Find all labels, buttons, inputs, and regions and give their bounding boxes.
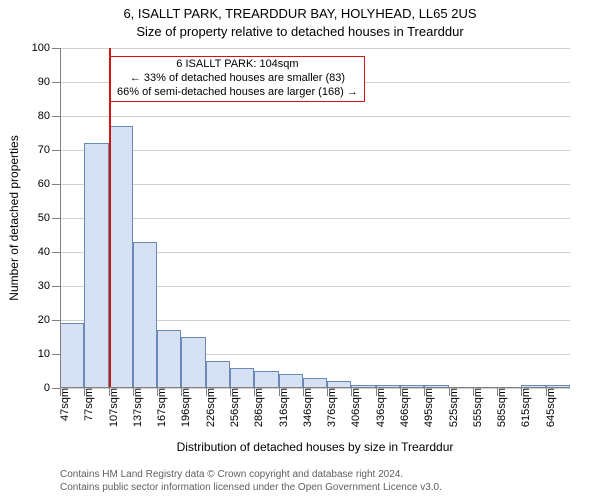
y-tick-label: 50	[38, 212, 60, 224]
chart-area: 010203040506070809010047sqm77sqm107sqm13…	[60, 48, 570, 388]
x-tick-label: 316sqm	[268, 388, 290, 427]
histogram-bar	[109, 126, 133, 388]
histogram-bar	[133, 242, 157, 388]
histogram-bar	[84, 143, 108, 388]
x-tick-label: 555sqm	[462, 388, 484, 427]
histogram-bar	[157, 330, 181, 388]
x-tick-label: 286sqm	[243, 388, 265, 427]
histogram-bar	[181, 337, 205, 388]
x-tick-label: 196sqm	[170, 388, 192, 427]
x-tick-label: 226sqm	[195, 388, 217, 427]
x-tick-label: 495sqm	[413, 388, 435, 427]
x-tick-label: 346sqm	[292, 388, 314, 427]
x-axis	[60, 387, 570, 388]
callout-line: 6 ISALLT PARK: 104sqm	[117, 58, 358, 72]
gridline	[60, 184, 570, 185]
x-tick-label: 436sqm	[365, 388, 387, 427]
callout-box: 6 ISALLT PARK: 104sqm← 33% of detached h…	[110, 56, 365, 102]
y-tick-label: 30	[38, 280, 60, 292]
histogram-bar	[60, 323, 84, 388]
y-tick-label: 100	[32, 42, 60, 54]
footer-line-1: Contains HM Land Registry data © Crown c…	[60, 469, 570, 482]
title-subtitle: Size of property relative to detached ho…	[0, 24, 600, 39]
title-address: 6, ISALLT PARK, TREARDDUR BAY, HOLYHEAD,…	[0, 6, 600, 21]
callout-line: ← 33% of detached houses are smaller (83…	[117, 72, 358, 86]
x-tick-label: 376sqm	[316, 388, 338, 427]
y-axis-label: Number of detached properties	[7, 135, 21, 300]
y-tick-label: 10	[38, 348, 60, 360]
x-tick-label: 525sqm	[438, 388, 460, 427]
histogram-bar	[206, 361, 230, 388]
x-tick-label: 466sqm	[389, 388, 411, 427]
x-tick-label: 77sqm	[73, 388, 95, 421]
x-tick-label: 615sqm	[510, 388, 532, 427]
plot: 010203040506070809010047sqm77sqm107sqm13…	[60, 48, 570, 388]
histogram-bar	[230, 368, 254, 388]
gridline	[60, 150, 570, 151]
histogram-bar	[254, 371, 278, 388]
y-tick-label: 70	[38, 144, 60, 156]
y-tick-label: 80	[38, 110, 60, 122]
gridline	[60, 218, 570, 219]
x-tick-label: 107sqm	[98, 388, 120, 427]
x-tick-label: 585sqm	[486, 388, 508, 427]
footer: Contains HM Land Registry data © Crown c…	[60, 469, 570, 494]
x-tick-label: 406sqm	[340, 388, 362, 427]
y-tick-label: 20	[38, 314, 60, 326]
footer-line-2: Contains public sector information licen…	[60, 482, 570, 495]
x-tick-label: 645sqm	[535, 388, 557, 427]
y-tick-label: 60	[38, 178, 60, 190]
x-axis-label: Distribution of detached houses by size …	[60, 440, 570, 454]
x-tick-label: 167sqm	[146, 388, 168, 427]
callout-line: 66% of semi-detached houses are larger (…	[117, 86, 358, 100]
x-tick-label: 137sqm	[122, 388, 144, 427]
gridline	[60, 48, 570, 49]
y-axis	[60, 48, 61, 388]
y-tick-label: 40	[38, 246, 60, 258]
x-tick-label: 47sqm	[49, 388, 71, 421]
histogram-bar	[279, 374, 303, 388]
gridline	[60, 116, 570, 117]
x-tick-label: 256sqm	[219, 388, 241, 427]
y-tick-label: 90	[38, 76, 60, 88]
